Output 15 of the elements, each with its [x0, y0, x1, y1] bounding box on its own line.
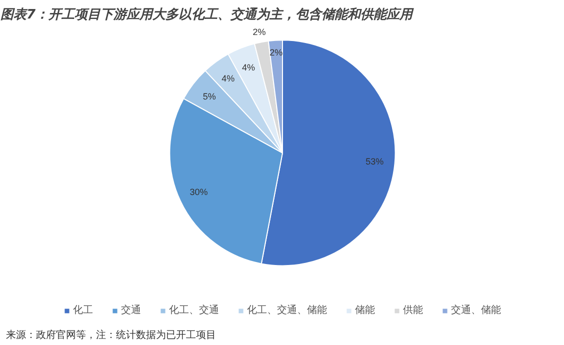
- legend-label: 交通、储能: [451, 304, 501, 317]
- legend-label: 储能: [355, 304, 375, 317]
- legend-label: 化工、交通、储能: [247, 304, 327, 317]
- legend-label: 供能: [403, 304, 423, 317]
- data-label: 30%: [190, 187, 208, 197]
- data-label: 2%: [252, 26, 266, 37]
- legend-label: 化工、交通: [169, 304, 219, 317]
- legend-label: 化工: [73, 304, 93, 317]
- data-label: 4%: [242, 62, 255, 73]
- data-label: 4%: [222, 74, 235, 84]
- data-label: 5%: [202, 92, 216, 102]
- source-note: 来源：政府官网等，注：统计数据为已开工项目: [6, 328, 216, 341]
- legend-label: 交通: [121, 304, 141, 317]
- data-label: 53%: [366, 156, 384, 167]
- chart-title: 图表7：开工项目下游应用大多以化工、交通为主，包含储能和供能应用: [0, 6, 415, 22]
